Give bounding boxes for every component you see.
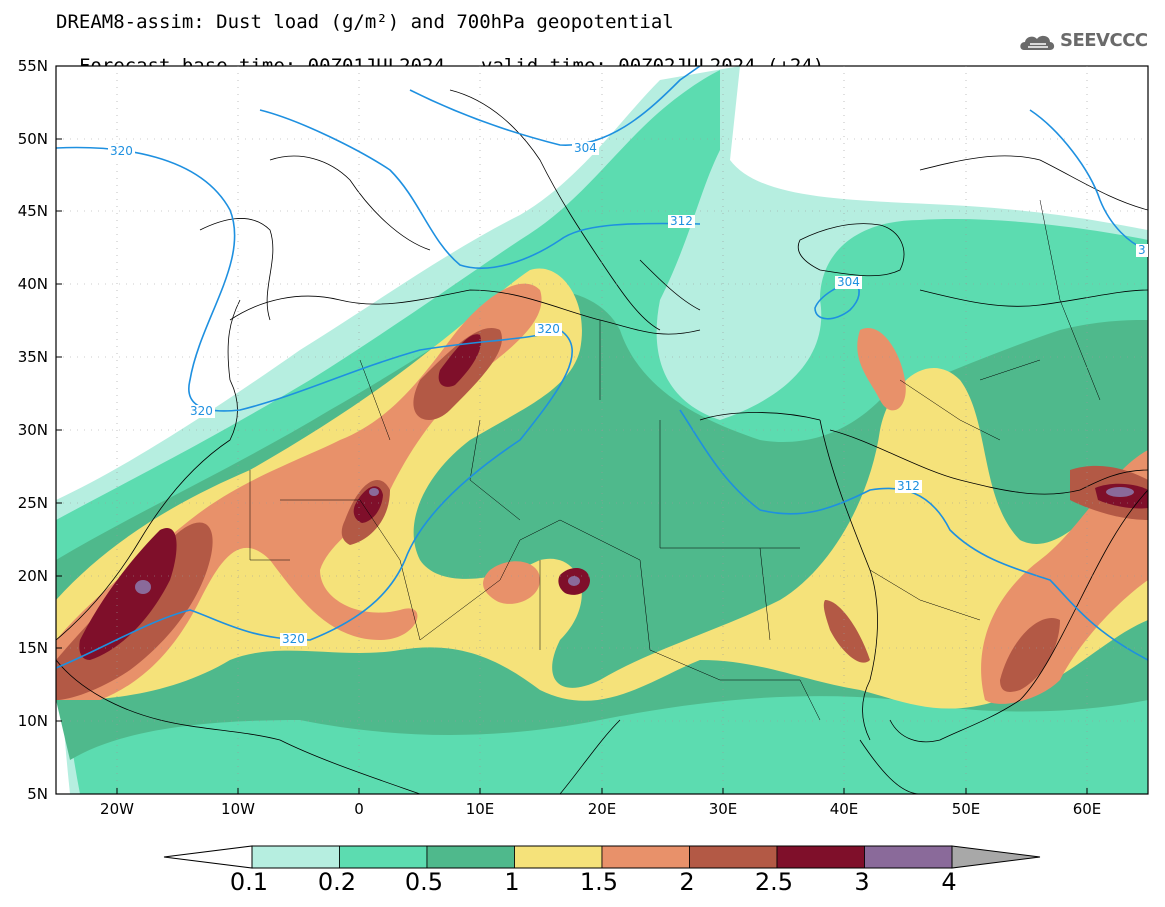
colorbar-label: 4 [941, 868, 957, 896]
colorbar-label: 3 [854, 868, 870, 896]
lat-label: 50N [17, 130, 48, 148]
graticule [56, 66, 1148, 794]
dust-level-1.5-iraq [857, 328, 906, 411]
lat-label: 45N [17, 202, 48, 220]
colorbar-label: 1.5 [579, 868, 619, 896]
lon-label: 10E [465, 800, 495, 818]
contour-label: 320 [108, 144, 135, 158]
lon-label: 20W [100, 800, 134, 818]
lat-label: 20N [17, 567, 48, 585]
seevccc-logo-icon [1020, 35, 1055, 50]
dust-level-2-redsea [823, 600, 870, 663]
colorbar-label: 1 [504, 868, 520, 896]
lon-label: 0 [354, 800, 364, 818]
dust-level-2.5-tunisia [438, 334, 481, 387]
coastlines [56, 89, 1148, 794]
contour-label: 3 [1136, 243, 1148, 257]
colorbar-label: 2.5 [754, 868, 794, 896]
logo-text: SEEVCCC [1060, 30, 1148, 51]
map-title: DREAM8-assim: Dust load (g/m²) and 700hP… [56, 11, 674, 33]
lon-label: 60E [1072, 800, 1102, 818]
contour-label: 312 [895, 479, 922, 493]
colorbar-label: 2 [679, 868, 695, 896]
dust-level-3-mauritania [135, 580, 151, 594]
contour-label: 304 [835, 275, 862, 289]
dust-level-3-chad [568, 576, 580, 586]
colorbar-label: 0.1 [229, 868, 269, 896]
lon-label: 40E [829, 800, 859, 818]
lat-label: 40N [17, 275, 48, 293]
lat-label: 30N [17, 421, 48, 439]
dust-level-3-gulf [1106, 487, 1134, 497]
lat-label: 10N [17, 712, 48, 730]
dust-level-2-oman [1000, 618, 1060, 692]
contour-label: 320 [280, 632, 307, 646]
lat-label: 15N [17, 639, 48, 657]
colorbar-label: 0.2 [317, 868, 357, 896]
lon-label: 30E [708, 800, 738, 818]
contour-label: 320 [188, 404, 215, 418]
contour-label: 320 [535, 322, 562, 336]
dust-level-1.5-sahel [483, 561, 540, 604]
contour-label: 312 [668, 214, 695, 228]
lat-label: 5N [27, 785, 48, 803]
lat-label: 35N [17, 348, 48, 366]
geopotential-contours [56, 66, 1148, 669]
dust-level-3-mali [369, 488, 379, 496]
lon-label: 50E [951, 800, 981, 818]
lat-label: 25N [17, 494, 48, 512]
axis-ticks [56, 65, 1088, 795]
contour-label: 304 [572, 141, 599, 155]
colorbar-label: 0.5 [404, 868, 444, 896]
lon-label: 10W [221, 800, 255, 818]
country-borders [249, 199, 1101, 721]
lon-label: 20E [587, 800, 617, 818]
lat-label: 55N [17, 57, 48, 75]
dust-level-2.5 [79, 528, 177, 660]
